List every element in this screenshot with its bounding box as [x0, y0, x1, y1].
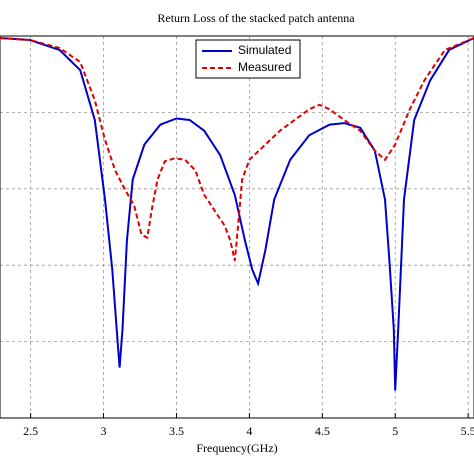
x-tick-label: 2.5	[23, 424, 38, 438]
data-line	[0, 37, 474, 391]
plot-frame	[0, 35, 474, 419]
x-tick-label: 5.5	[461, 424, 474, 438]
x-tick-label: 5	[392, 424, 398, 438]
x-tick-label: 3	[101, 424, 107, 438]
legend-label: Simulated	[238, 43, 291, 57]
x-axis-label: Frequency(GHz)	[196, 441, 277, 455]
legend-label: Measured	[238, 60, 291, 74]
x-tick-label: 4.5	[315, 424, 330, 438]
legend-box	[195, 39, 301, 79]
data-line	[0, 37, 474, 261]
x-tick-label: 4	[246, 424, 252, 438]
chart-title: Return Loss of the stacked patch antenna	[157, 11, 355, 25]
x-tick-label: 3.5	[169, 424, 184, 438]
